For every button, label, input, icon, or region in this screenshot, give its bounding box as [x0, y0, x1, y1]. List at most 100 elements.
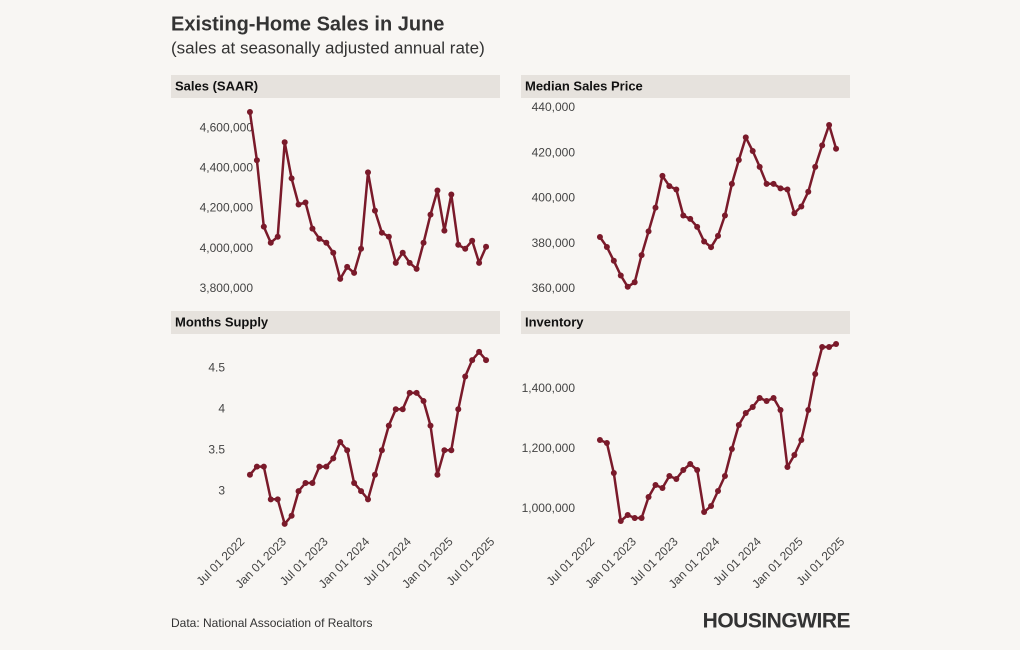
data-point: [805, 188, 812, 195]
data-point: [610, 470, 617, 477]
data-point: [371, 471, 378, 478]
data-point: [288, 175, 295, 182]
logo: HOUSINGWIRE: [703, 610, 851, 633]
panel-header: [171, 75, 500, 98]
data-point: [462, 245, 469, 252]
y-tick-label: 1,200,000: [522, 441, 576, 455]
data-point: [715, 488, 721, 495]
data-point: [448, 191, 455, 198]
data-point: [728, 446, 735, 453]
data-point: [708, 244, 715, 251]
series-line: [599, 342, 837, 523]
data-point: [267, 239, 274, 246]
data-point: [777, 185, 784, 192]
data-point: [603, 243, 610, 250]
panel-title: Median Sales Price: [525, 78, 643, 93]
y-tick-label: 400,000: [532, 191, 576, 205]
source: Data: National Association of Realtors: [171, 616, 372, 630]
data-point: [413, 265, 420, 272]
data-point: [756, 163, 763, 170]
data-point: [645, 228, 652, 235]
data-point: [309, 225, 316, 232]
data-point: [784, 464, 791, 471]
data-point: [833, 341, 840, 348]
data-point: [274, 496, 281, 503]
data-point: [413, 389, 420, 396]
data-point: [246, 471, 253, 478]
data-point: [427, 211, 434, 218]
data-point: [462, 373, 469, 380]
data-point: [673, 476, 680, 483]
data-point: [819, 344, 826, 351]
data-point: [735, 157, 742, 164]
data-point: [378, 229, 385, 236]
data-point: [316, 235, 323, 242]
data-point: [267, 496, 274, 503]
data-point: [701, 509, 708, 516]
data-point: [246, 109, 253, 116]
data-point: [385, 422, 392, 429]
y-tick-label: 3: [218, 483, 225, 497]
panel-header: [171, 311, 500, 334]
data-point: [659, 485, 666, 492]
data-point: [715, 232, 721, 239]
data-point: [694, 467, 701, 474]
data-point: [812, 163, 819, 170]
y-tick-label: 3,800,000: [200, 281, 254, 295]
data-point: [344, 263, 351, 270]
data-point: [791, 210, 798, 217]
data-point: [721, 473, 728, 480]
data-point: [638, 252, 645, 259]
data-point: [708, 503, 715, 510]
y-tick-label: 4.5: [208, 360, 225, 374]
y-tick-label: 380,000: [532, 236, 576, 250]
data-point: [721, 212, 728, 219]
data-point: [434, 471, 441, 478]
data-point: [371, 207, 378, 214]
data-point: [624, 512, 631, 519]
y-tick-label: 1,000,000: [522, 501, 576, 515]
data-point: [687, 215, 694, 222]
data-point: [406, 389, 413, 396]
y-tick-label: 4,400,000: [200, 161, 254, 175]
data-point: [337, 275, 344, 282]
data-point: [798, 203, 805, 210]
data-point: [728, 180, 735, 187]
panel-title: Months Supply: [175, 314, 269, 329]
data-point: [260, 223, 267, 230]
data-point: [351, 269, 358, 276]
data-point: [770, 180, 777, 187]
data-point: [378, 447, 385, 454]
data-point: [826, 344, 833, 351]
data-point: [749, 147, 756, 154]
panel-title: Sales (SAAR): [175, 78, 258, 93]
data-point: [742, 410, 749, 417]
data-point: [652, 482, 659, 489]
data-point: [281, 139, 288, 146]
data-point: [596, 437, 603, 444]
data-point: [645, 494, 652, 501]
data-point: [323, 463, 330, 470]
y-tick-label: 4,600,000: [200, 120, 254, 134]
data-point: [763, 180, 770, 187]
data-point: [798, 437, 805, 444]
data-point: [302, 479, 309, 486]
data-point: [309, 479, 316, 486]
data-point: [476, 259, 483, 266]
data-point: [483, 243, 490, 250]
data-point: [756, 395, 763, 402]
data-point: [260, 463, 267, 470]
data-point: [666, 473, 673, 480]
data-point: [337, 439, 344, 446]
data-point: [631, 279, 638, 286]
data-point: [826, 121, 833, 128]
data-point: [631, 515, 638, 522]
data-point: [476, 348, 483, 355]
data-point: [288, 512, 295, 519]
data-point: [358, 245, 365, 252]
data-point: [652, 204, 659, 211]
data-point: [742, 134, 749, 141]
data-point: [295, 201, 302, 208]
data-point: [295, 488, 302, 495]
data-point: [392, 259, 399, 266]
